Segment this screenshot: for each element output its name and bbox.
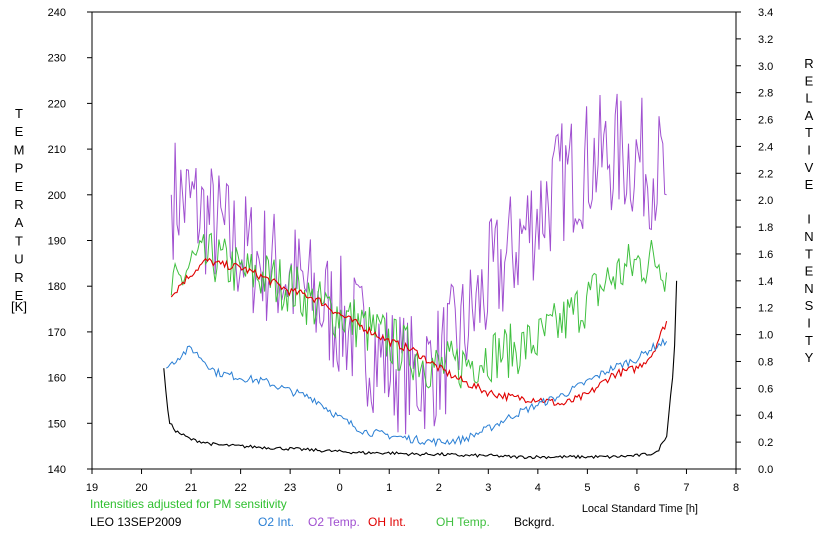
y-axis-left: 140 150 160 170 180 190 200 210 220 230 240 xyxy=(48,7,92,476)
legend-item: Bckgrd. xyxy=(514,515,555,529)
y-right-tick-label: 1.0 xyxy=(758,330,773,342)
legend-item: OH Temp. xyxy=(436,515,490,529)
sensitivity-note: Intensities adjusted for PM sensitivity xyxy=(90,497,287,511)
legend: O2 Int. O2 Temp. OH Int. OH Temp. Bckgrd. xyxy=(258,515,555,529)
axis-label-letter: R xyxy=(14,270,23,285)
axis-label-letter: L xyxy=(805,91,812,106)
x-axis: 19 20 21 22 23 0 1 2 3 4 5 6 7 8 xyxy=(86,469,739,494)
y-right-tick-label: 2.2 xyxy=(758,168,773,180)
axis-label-letter: E xyxy=(805,264,814,279)
axis-label-letter: R xyxy=(14,197,23,212)
axis-label-letter: E xyxy=(805,73,814,88)
axis-label-letter: M xyxy=(14,142,25,157)
y-right-tick-label: 1.8 xyxy=(758,222,773,234)
axis-label-letter: I xyxy=(807,212,811,227)
y-left-tick-label: 200 xyxy=(48,190,66,202)
y-right-tick-label: 0.2 xyxy=(758,437,773,449)
station-label: LEO 13SEP2009 xyxy=(90,515,182,529)
axis-label-letter: T xyxy=(15,106,23,121)
y-right-tick-label: 1.6 xyxy=(758,249,773,261)
axis-label-letter: E xyxy=(805,177,814,192)
x-tick-label: 5 xyxy=(584,482,590,494)
axis-label-letter: I xyxy=(807,143,811,158)
y-left-tick-label: 190 xyxy=(48,236,66,248)
series-oh-int xyxy=(170,257,668,406)
axis-label-letter: A xyxy=(805,108,814,123)
axis-label-letter: A xyxy=(15,215,24,230)
x-tick-label: 8 xyxy=(733,482,739,494)
series-o2-int xyxy=(166,337,668,448)
y-axis-right: 0.0 0.2 0.4 0.6 0.8 1.0 1.2 1.4 1.6 1.8 2.0 2.2 2.4 2… xyxy=(736,7,773,476)
series-bckgrd xyxy=(163,280,678,460)
axis-label-letter: I xyxy=(807,316,811,331)
x-tick-label: 19 xyxy=(86,482,98,494)
x-tick-label: 21 xyxy=(185,482,197,494)
y-right-tick-label: 3.2 xyxy=(758,34,773,46)
plot-frame xyxy=(91,11,737,470)
axis-label-letter: N xyxy=(804,281,813,296)
y-left-tick-label: 220 xyxy=(48,98,66,110)
x-tick-label: 2 xyxy=(436,482,442,494)
axis-label-letter: T xyxy=(15,233,23,248)
axis-label-letter: T xyxy=(805,333,813,348)
x-tick-label: 7 xyxy=(683,482,689,494)
axis-label-letter: Y xyxy=(805,350,814,365)
y-right-tick-label: 3.4 xyxy=(758,7,773,19)
legend-item: O2 Int. xyxy=(258,515,294,529)
axis-label-letter: P xyxy=(15,161,24,176)
x-tick-label: 3 xyxy=(485,482,491,494)
y-right-tick-label: 0.6 xyxy=(758,383,773,395)
axis-label-letter: N xyxy=(804,229,813,244)
x-tick-label: 6 xyxy=(634,482,640,494)
x-tick-label: 22 xyxy=(234,482,246,494)
y-right-tick-label: 2.4 xyxy=(758,141,773,153)
y-right-tick-label: 2.0 xyxy=(758,195,773,207)
y-right-tick-label: 2.8 xyxy=(758,88,773,100)
axis-label-letter: E xyxy=(15,179,24,194)
axis-label-letter: E xyxy=(15,288,24,303)
axis-label-letter: R xyxy=(804,56,813,71)
series-oh-temp xyxy=(170,232,668,389)
series-o2-temp xyxy=(170,93,667,435)
x-tick-label: 1 xyxy=(386,482,392,494)
y-right-tick-label: 3.0 xyxy=(758,61,773,73)
y-left-tick-label: 140 xyxy=(48,464,66,476)
y-right-tick-label: 2.6 xyxy=(758,115,773,127)
axis-label-letter: E xyxy=(15,124,24,139)
x-tick-label: 0 xyxy=(337,482,343,494)
x-axis-label: Local Standard Time [h] xyxy=(582,503,698,515)
y-right-tick-label: 1.2 xyxy=(758,303,773,315)
y-left-tick-label: 230 xyxy=(48,53,66,65)
y-left-tick-label: 170 xyxy=(48,327,66,339)
series-layer xyxy=(163,93,678,460)
axis-label-letter: V xyxy=(805,160,814,175)
y-left-tick-label: 180 xyxy=(48,281,66,293)
y-axis-left-unit: [K] xyxy=(11,299,27,314)
y-left-tick-label: 160 xyxy=(48,373,66,385)
y-left-tick-label: 210 xyxy=(48,144,66,156)
axis-label-letter: U xyxy=(14,252,23,267)
axis-label-letter: S xyxy=(805,298,814,313)
y-right-tick-label: 1.4 xyxy=(758,276,773,288)
axis-label-letter: T xyxy=(805,246,813,261)
y-left-tick-label: 240 xyxy=(48,7,66,19)
y-right-tick-label: 0.8 xyxy=(758,356,773,368)
y-right-tick-label: 0.4 xyxy=(758,410,773,422)
legend-item: OH Int. xyxy=(368,515,406,529)
x-tick-label: 23 xyxy=(284,482,296,494)
axis-label-letter: T xyxy=(805,125,813,140)
x-tick-label: 4 xyxy=(535,482,541,494)
legend-item: O2 Temp. xyxy=(308,515,360,529)
y-right-tick-label: 0.0 xyxy=(758,464,773,476)
y-left-tick-label: 150 xyxy=(48,418,66,430)
x-tick-label: 20 xyxy=(135,482,147,494)
